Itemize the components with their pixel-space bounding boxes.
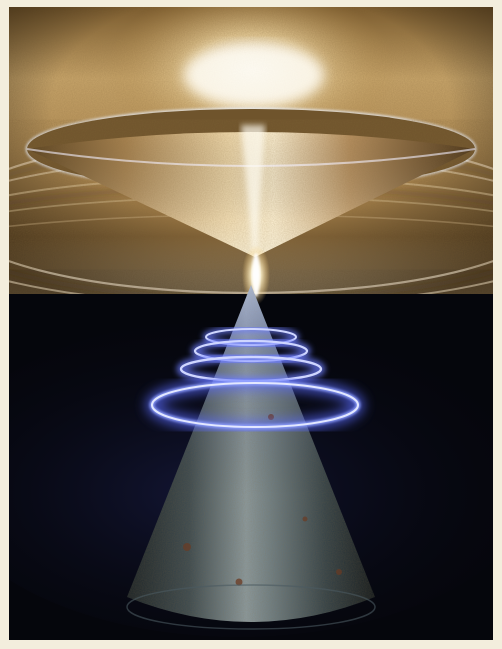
glowing-rings: [146, 325, 364, 433]
spark-gap: [242, 245, 270, 305]
inverted-gold-cone: [26, 125, 476, 257]
illustration: [9, 7, 493, 640]
scene: [9, 7, 493, 640]
